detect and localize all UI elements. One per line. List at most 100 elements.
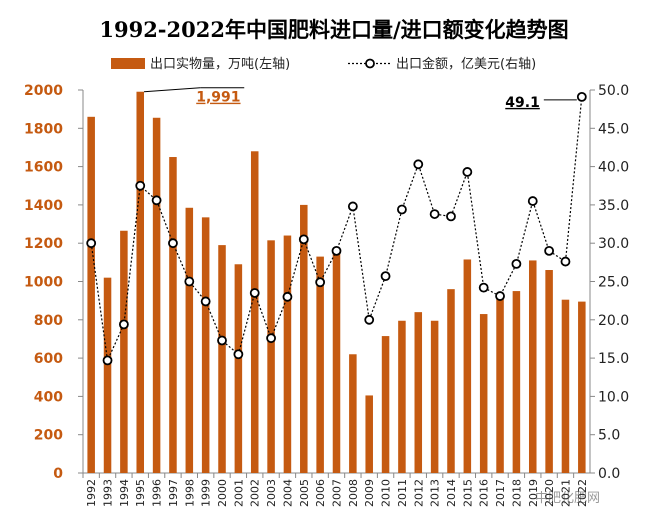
x-tick-label: 2000 xyxy=(216,479,229,507)
x-tick-label: 2007 xyxy=(331,479,344,507)
bar xyxy=(120,230,128,473)
left-tick-label: 800 xyxy=(34,313,63,329)
amount-point xyxy=(495,291,505,301)
bar xyxy=(528,260,537,473)
right-tick-label: 25.0 xyxy=(598,275,629,291)
amount-point xyxy=(397,204,407,215)
x-tick-label: 2010 xyxy=(380,479,393,507)
plot-area: 0 200 400 600 800 1000 1200 1400 1600 1800 2000 0.0… xyxy=(24,83,629,507)
left-tick-label: 0 xyxy=(53,466,63,482)
x-tick-label: 1996 xyxy=(151,479,164,507)
x-tick-label: 2005 xyxy=(298,479,311,507)
right-tick-label: 0.0 xyxy=(598,466,620,482)
watermark: 中肥化肥网 xyxy=(535,491,600,506)
amount-point xyxy=(168,238,178,249)
amount-point xyxy=(478,282,489,293)
bar xyxy=(414,312,423,473)
bar xyxy=(169,157,177,473)
legend-bar-label: 出口实物量，万吨(左轴) xyxy=(150,57,290,72)
amount-point xyxy=(135,180,146,191)
bar xyxy=(283,235,292,473)
x-tick-label: 1992 xyxy=(85,479,98,507)
amount-point xyxy=(380,271,391,282)
amount-point xyxy=(527,196,538,206)
bar xyxy=(316,256,324,473)
bar xyxy=(218,245,226,473)
x-tick-label: 2021 xyxy=(559,479,572,507)
x-tick-label: 2001 xyxy=(232,479,245,507)
legend-bar-swatch xyxy=(111,58,145,69)
bar xyxy=(87,116,95,473)
bar xyxy=(430,320,439,473)
bar xyxy=(398,320,406,473)
callout-label: 49.1 xyxy=(505,95,540,111)
amount-point xyxy=(511,258,522,269)
x-tick-label: 2017 xyxy=(494,479,507,507)
left-tick-label: 600 xyxy=(34,351,63,367)
bar xyxy=(479,314,488,473)
x-tick-label: 2022 xyxy=(576,479,589,507)
left-tick-label: 1200 xyxy=(24,236,63,252)
x-tick-label: 2009 xyxy=(363,479,376,507)
left-tick-label: 1800 xyxy=(24,121,63,137)
x-tick-label: 1999 xyxy=(200,479,213,507)
left-tick-label: 1600 xyxy=(24,160,63,176)
amount-point xyxy=(462,167,473,177)
amount-point xyxy=(429,209,440,219)
amount-point xyxy=(331,245,342,256)
right-tick-label: 20.0 xyxy=(598,313,629,329)
bar xyxy=(463,259,472,473)
right-tick-label: 15.0 xyxy=(598,351,629,367)
right-tick-label: 5.0 xyxy=(598,428,620,444)
callout-leader xyxy=(143,87,201,93)
left-tick-label: 2000 xyxy=(24,83,63,99)
bar xyxy=(447,289,455,473)
bar xyxy=(578,301,586,473)
amount-point xyxy=(266,333,276,344)
amount-point xyxy=(217,335,227,346)
bar xyxy=(496,293,504,473)
x-tick-label: 2014 xyxy=(445,479,458,507)
chart-title: 1992-2022年中国肥料进口量/进口额变化趋势图 xyxy=(99,17,568,42)
legend: 出口实物量，万吨(左轴) 出口金额，亿美元(右轴) xyxy=(111,56,536,72)
callout-label: 1,991 xyxy=(196,90,240,106)
x-tick-label: 1997 xyxy=(167,479,180,507)
bar xyxy=(332,250,341,473)
right-tick-label: 50.0 xyxy=(598,83,629,99)
left-tick-label: 1000 xyxy=(24,275,63,291)
amount-point xyxy=(282,291,293,302)
bar xyxy=(234,264,243,473)
bar xyxy=(512,291,521,473)
x-tick-label: 2018 xyxy=(510,479,523,507)
amount-point xyxy=(446,211,456,222)
bar xyxy=(300,204,308,473)
amount-point xyxy=(200,296,211,307)
x-tick-label: 2011 xyxy=(396,479,409,507)
bar xyxy=(103,277,112,473)
x-tick-label: 2006 xyxy=(314,479,327,507)
bar xyxy=(185,207,194,473)
amount-point xyxy=(298,234,309,245)
right-tick-label: 40.0 xyxy=(598,160,629,176)
right-tick-label: 30.0 xyxy=(598,236,629,252)
x-tick-label: 1998 xyxy=(183,479,196,507)
amount-point xyxy=(364,314,375,325)
bar xyxy=(267,240,275,473)
amount-point xyxy=(233,349,244,360)
bar xyxy=(349,354,357,473)
bar xyxy=(136,91,145,473)
bar xyxy=(152,117,161,473)
x-tick-label: 2015 xyxy=(461,479,474,507)
amount-point xyxy=(118,319,129,330)
left-tick-label: 400 xyxy=(34,389,63,405)
x-tick-label: 1994 xyxy=(118,479,131,507)
x-tick-label: 2002 xyxy=(249,479,262,507)
x-tick-label: 2008 xyxy=(347,479,360,507)
x-tick-label: 1995 xyxy=(134,479,147,507)
amount-point xyxy=(86,238,97,249)
left-tick-label: 1400 xyxy=(24,198,63,214)
right-tick-label: 45.0 xyxy=(598,121,629,137)
x-tick-label: 2003 xyxy=(265,479,278,507)
amount-point xyxy=(560,256,571,267)
